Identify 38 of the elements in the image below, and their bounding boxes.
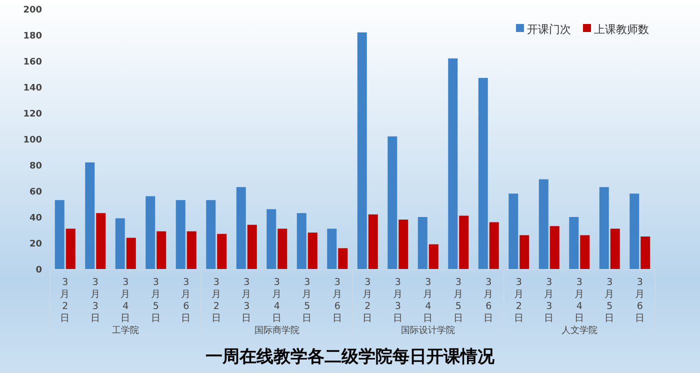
x-tick-label: 3月2日	[60, 277, 70, 324]
x-tick-label: 3月4日	[423, 277, 434, 324]
y-tick-label: 40	[29, 214, 42, 224]
text: 人文学院	[561, 325, 598, 336]
y-tick-label: 120	[23, 110, 42, 120]
x-tick-label: 3月6日	[484, 277, 494, 324]
x-tick-label: 3月3日	[544, 277, 554, 324]
x-tick-label: 3月5日	[150, 277, 161, 324]
text: 工学院	[112, 325, 140, 336]
y-tick-label: 20	[29, 240, 42, 250]
y-tick-label: 140	[23, 84, 42, 94]
x-tick-label: 3月4日	[574, 277, 584, 324]
y-tick-label: 60	[29, 188, 42, 198]
x-tick-label: 3月6日	[181, 277, 192, 324]
y-tick-label: 180	[23, 32, 42, 42]
y-tick-label: 0	[36, 266, 42, 276]
x-tick-label: 3月2日	[514, 277, 524, 324]
x-tick-label: 3月4日	[272, 277, 282, 324]
x-tick-label: 3月6日	[332, 277, 342, 324]
y-tick-label: 80	[29, 162, 42, 172]
legend-label: 上课教师数	[594, 23, 649, 36]
x-tick-label: 3月5日	[453, 277, 464, 324]
y-tick-label: 200	[23, 6, 42, 16]
x-tick-label: 3月6日	[634, 277, 645, 324]
x-tick-label: 3月3日	[90, 277, 100, 324]
x-tick-label: 3月4日	[120, 277, 131, 324]
text: 国际商学院	[254, 325, 300, 336]
y-tick-label: 100	[23, 136, 42, 146]
x-tick-label: 3月5日	[302, 277, 312, 324]
legend-label: 开课门次	[527, 23, 571, 36]
text: 一周在线教学各二级学院每日开课情况	[206, 347, 496, 367]
y-tick-label: 160	[23, 58, 42, 68]
x-tick-label: 3月3日	[392, 277, 403, 324]
x-tick-label: 3月5日	[604, 277, 615, 324]
text: 国际设计学院	[401, 325, 456, 336]
x-tick-label: 3月3日	[242, 277, 252, 324]
x-tick-label: 3月2日	[211, 277, 222, 324]
x-tick-label: 3月2日	[362, 277, 373, 324]
